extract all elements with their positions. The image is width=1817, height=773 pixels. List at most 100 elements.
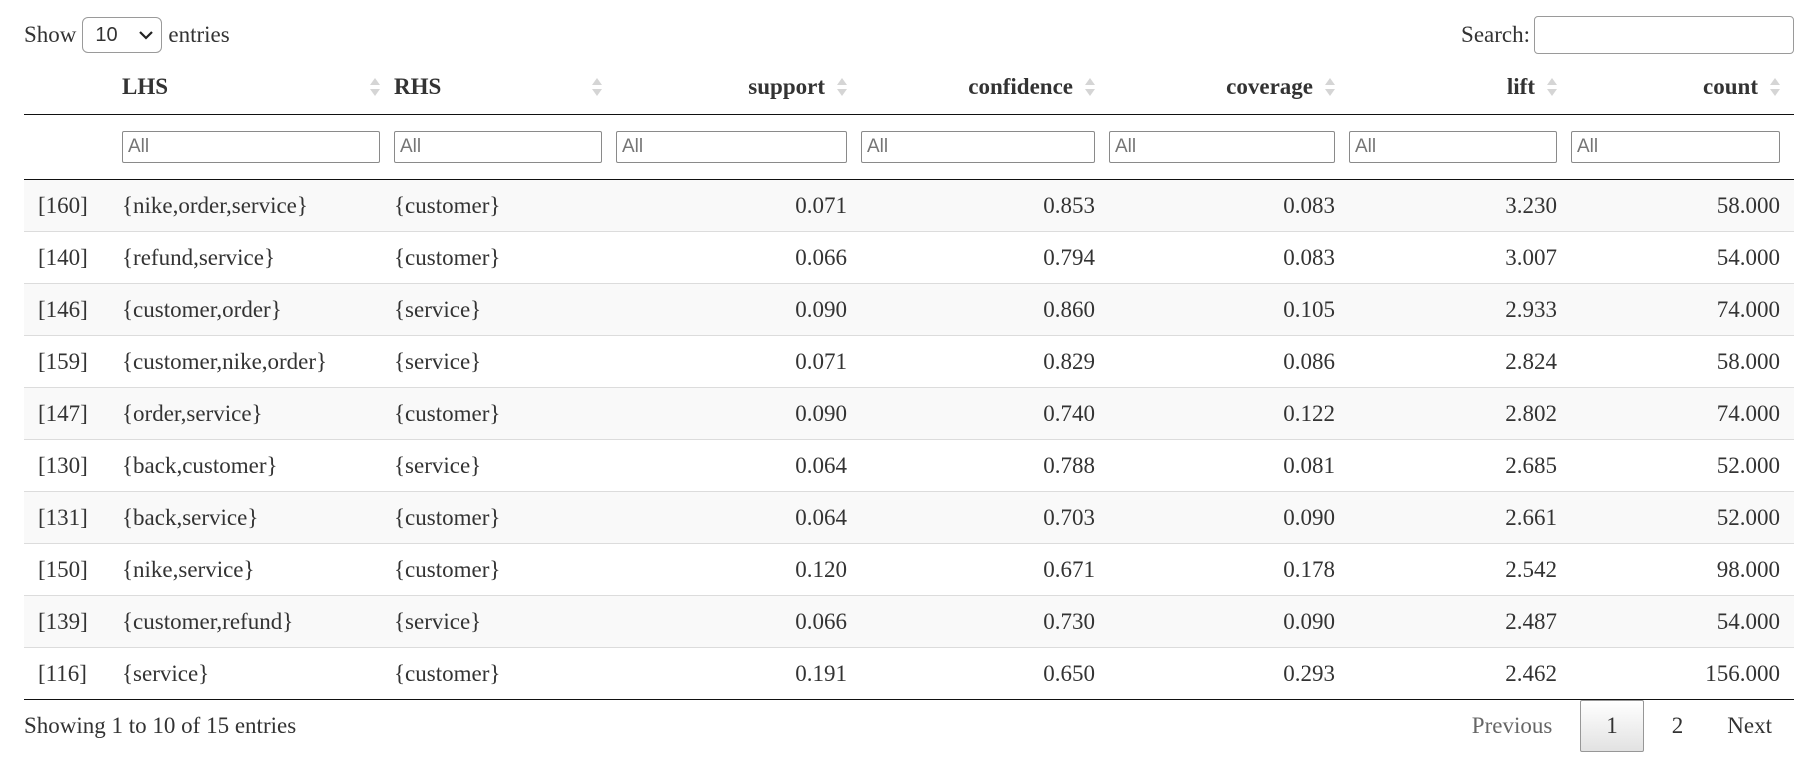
rhs-cell: {service} xyxy=(394,335,616,388)
support-cell: 0.066 xyxy=(616,595,861,648)
lift-cell: 2.685 xyxy=(1349,439,1571,492)
confidence-cell: 0.703 xyxy=(861,491,1109,544)
filter-row: All All All All All All All xyxy=(24,114,1794,180)
column-header-rhs[interactable]: RHS xyxy=(394,60,616,115)
table-row: [140] {refund,service} {customer} 0.066 0.79… xyxy=(24,231,1794,284)
chevron-down-icon xyxy=(139,31,154,40)
lhs-cell: {nike,service} xyxy=(122,543,394,596)
lhs-cell: {nike,order,service} xyxy=(122,179,394,232)
lift-cell: 3.230 xyxy=(1349,179,1571,232)
page-length-value: 10 xyxy=(95,24,118,46)
row-index-cell: [131] xyxy=(24,491,122,544)
column-header-lift[interactable]: lift xyxy=(1349,60,1571,115)
table-row: [139] {customer,refund} {service} 0.066 0.73… xyxy=(24,595,1794,648)
filter-count-input[interactable]: All xyxy=(1571,131,1780,163)
confidence-cell: 0.853 xyxy=(861,179,1109,232)
search-label: Search: xyxy=(1461,22,1530,47)
table-row: [159] {customer,nike,order} {service} 0.071… xyxy=(24,335,1794,388)
previous-button[interactable]: Previous xyxy=(1471,713,1553,738)
lift-cell: 2.462 xyxy=(1349,647,1571,700)
count-cell: 74.000 xyxy=(1571,387,1794,440)
page-length-select[interactable]: 10 xyxy=(82,17,163,53)
table-row: [147] {order,service} {customer} 0.090 0.740… xyxy=(24,387,1794,440)
support-cell: 0.191 xyxy=(616,647,861,700)
search-control: Search: xyxy=(1461,16,1794,54)
page-button-1[interactable]: 1 xyxy=(1580,700,1644,752)
filter-lift-input[interactable]: All xyxy=(1349,131,1557,163)
lhs-cell: {service} xyxy=(122,647,394,700)
lhs-cell: {customer,nike,order} xyxy=(122,335,394,388)
sort-icon xyxy=(370,76,380,98)
support-cell: 0.071 xyxy=(616,335,861,388)
column-header-lhs[interactable]: LHS xyxy=(122,60,394,115)
coverage-cell: 0.081 xyxy=(1109,439,1349,492)
filter-confidence-input[interactable]: All xyxy=(861,131,1095,163)
count-cell: 98.000 xyxy=(1571,543,1794,596)
count-cell: 74.000 xyxy=(1571,283,1794,336)
column-header-support[interactable]: support xyxy=(616,60,861,115)
column-header-label: lift xyxy=(1506,74,1535,99)
column-header-coverage[interactable]: coverage xyxy=(1109,60,1349,115)
column-header-label: coverage xyxy=(1226,74,1313,99)
count-cell: 54.000 xyxy=(1571,231,1794,284)
rhs-cell: {customer} xyxy=(394,179,616,232)
row-index-cell: [116] xyxy=(24,647,122,700)
table-row: [130] {back,customer} {service} 0.064 0.788 0… xyxy=(24,439,1794,492)
lift-cell: 2.487 xyxy=(1349,595,1571,648)
column-header-label: confidence xyxy=(968,74,1073,99)
lift-cell: 2.542 xyxy=(1349,543,1571,596)
filter-rhs-input[interactable]: All xyxy=(394,131,602,163)
row-index-cell: [150] xyxy=(24,543,122,596)
coverage-cell: 0.083 xyxy=(1109,179,1349,232)
lhs-cell: {refund,service} xyxy=(122,231,394,284)
support-cell: 0.064 xyxy=(616,439,861,492)
lhs-cell: {customer,order} xyxy=(122,283,394,336)
row-index-cell: [146] xyxy=(24,283,122,336)
coverage-cell: 0.105 xyxy=(1109,283,1349,336)
rhs-cell: {service} xyxy=(394,439,616,492)
sort-icon xyxy=(1770,76,1780,98)
count-cell: 58.000 xyxy=(1571,179,1794,232)
table-body: [160] {nike,order,service} {customer} 0.071… xyxy=(24,179,1794,700)
row-index-cell: [147] xyxy=(24,387,122,440)
filter-lhs-input[interactable]: All xyxy=(122,131,380,163)
count-cell: 52.000 xyxy=(1571,439,1794,492)
support-cell: 0.090 xyxy=(616,387,861,440)
filter-support-input[interactable]: All xyxy=(616,131,847,163)
header-row: LHS RHS support confidence coverage lift… xyxy=(24,60,1794,115)
table-row: [146] {customer,order} {service} 0.090 0.860… xyxy=(24,283,1794,336)
sort-icon xyxy=(592,76,602,98)
lift-cell: 3.007 xyxy=(1349,231,1571,284)
column-header-confidence[interactable]: confidence xyxy=(861,60,1109,115)
next-button[interactable]: Next xyxy=(1727,713,1772,738)
confidence-cell: 0.671 xyxy=(861,543,1109,596)
column-header-count[interactable]: count xyxy=(1571,60,1794,115)
lhs-cell: {back,service} xyxy=(122,491,394,544)
row-index-cell: [130] xyxy=(24,439,122,492)
table-info: Showing 1 to 10 of 15 entries xyxy=(24,713,297,738)
table-toolbar: Show 10 entries Search: xyxy=(24,16,1794,58)
column-header-label: RHS xyxy=(394,74,442,99)
filter-coverage-input[interactable]: All xyxy=(1109,131,1335,163)
table-row: [160] {nike,order,service} {customer} 0.071… xyxy=(24,179,1794,232)
row-index-cell: [159] xyxy=(24,335,122,388)
page-button-2[interactable]: 2 xyxy=(1671,713,1684,738)
confidence-cell: 0.788 xyxy=(861,439,1109,492)
confidence-cell: 0.650 xyxy=(861,647,1109,700)
support-cell: 0.090 xyxy=(616,283,861,336)
search-input[interactable] xyxy=(1534,16,1794,54)
coverage-cell: 0.083 xyxy=(1109,231,1349,284)
lift-cell: 2.933 xyxy=(1349,283,1571,336)
confidence-cell: 0.740 xyxy=(861,387,1109,440)
count-cell: 52.000 xyxy=(1571,491,1794,544)
support-cell: 0.071 xyxy=(616,179,861,232)
table-row: [131] {back,service} {customer} 0.064 0.703 0… xyxy=(24,491,1794,544)
column-header-label: count xyxy=(1703,74,1758,99)
page-length-control: Show 10 entries xyxy=(24,16,230,54)
coverage-cell: 0.178 xyxy=(1109,543,1349,596)
lift-cell: 2.802 xyxy=(1349,387,1571,440)
rhs-cell: {service} xyxy=(394,595,616,648)
filter-cell-empty xyxy=(24,114,122,180)
rhs-cell: {customer} xyxy=(394,231,616,284)
confidence-cell: 0.730 xyxy=(861,595,1109,648)
